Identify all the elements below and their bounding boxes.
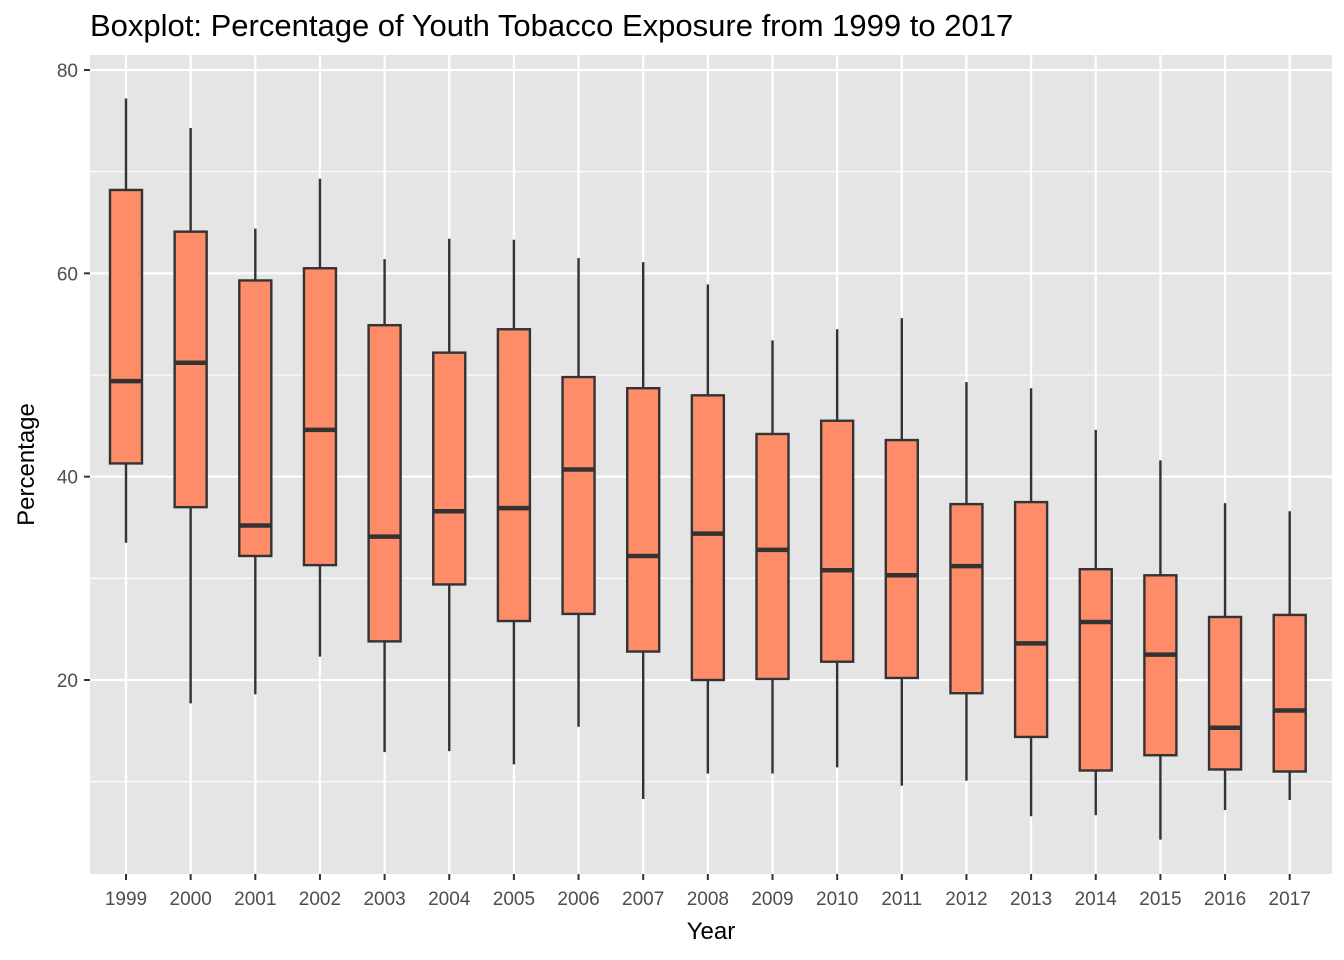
- iqr-box: [819, 419, 855, 663]
- iqr-box: [1143, 574, 1178, 757]
- x-tick-label: 2001: [234, 889, 276, 910]
- box-2014: [1078, 429, 1113, 816]
- x-tick-label: 2000: [170, 889, 212, 910]
- iqr-box: [1013, 500, 1049, 739]
- iqr-box: [626, 387, 661, 653]
- x-tick-label: 2007: [622, 889, 664, 910]
- iqr-box: [173, 230, 208, 509]
- x-tick-label: 2016: [1204, 889, 1246, 910]
- x-tick-label: 2006: [557, 889, 599, 910]
- iqr-box: [108, 188, 144, 465]
- x-tick-label: 2014: [1075, 889, 1118, 910]
- y-tick-label: 40: [57, 468, 78, 489]
- box-2010: [819, 329, 855, 768]
- iqr-box: [238, 279, 273, 558]
- box-2007: [626, 262, 661, 799]
- box-2013: [1013, 388, 1049, 817]
- box-2009: [755, 340, 790, 774]
- iqr-box: [302, 267, 338, 567]
- iqr-box: [367, 323, 402, 643]
- iqr-box: [1207, 615, 1243, 771]
- x-tick-label: 2010: [816, 889, 858, 910]
- y-axis: 20 40 60 80: [57, 61, 90, 692]
- y-tick-label: 80: [57, 61, 78, 82]
- box-2005: [496, 239, 532, 765]
- x-tick-label: 2011: [881, 889, 922, 910]
- x-axis-title: Year: [687, 918, 736, 945]
- iqr-box: [561, 375, 596, 616]
- x-tick-label: 2012: [945, 889, 987, 910]
- x-tick-label: 2013: [1010, 889, 1052, 910]
- box-2000: [173, 127, 208, 704]
- box-2004: [432, 238, 467, 752]
- box-2011: [884, 318, 919, 786]
- box-2008: [690, 284, 726, 774]
- iqr-box: [432, 351, 467, 586]
- iqr-box: [690, 394, 726, 682]
- box-2017: [1272, 511, 1307, 800]
- x-tick-label: 2009: [751, 889, 793, 910]
- iqr-box: [496, 328, 532, 623]
- x-tick-label: 2003: [363, 889, 405, 910]
- box-2012: [949, 382, 984, 781]
- chart-title: Boxplot: Percentage of Youth Tobacco Exp…: [90, 8, 1014, 43]
- y-tick-label: 20: [57, 671, 78, 692]
- iqr-box: [884, 438, 919, 680]
- box-2015: [1143, 460, 1178, 840]
- box-2001: [238, 228, 273, 695]
- y-tick-label: 60: [57, 264, 78, 285]
- iqr-box: [755, 432, 790, 681]
- box-2002: [302, 178, 338, 657]
- x-tick-label: 2015: [1139, 889, 1181, 910]
- x-tick-label: 2002: [299, 889, 341, 910]
- box-2016: [1207, 503, 1243, 811]
- x-tick-label: 2008: [687, 889, 729, 910]
- box-1999: [108, 98, 144, 543]
- y-axis-title: Percentage: [13, 403, 40, 526]
- box-2003: [367, 259, 402, 753]
- x-tick-label: 2004: [428, 889, 471, 910]
- box-series: [108, 98, 1307, 840]
- x-tick-label: 2005: [493, 889, 535, 910]
- x-axis: 1999 2000 2001 2002 2003 2004 2005 2006 2007 2008…: [105, 874, 1311, 910]
- box-2006: [561, 258, 596, 727]
- iqr-box: [1272, 613, 1307, 773]
- x-tick-label: 2017: [1269, 889, 1311, 910]
- iqr-box: [949, 502, 984, 695]
- iqr-box: [1078, 567, 1113, 772]
- x-tick-label: 1999: [105, 889, 147, 910]
